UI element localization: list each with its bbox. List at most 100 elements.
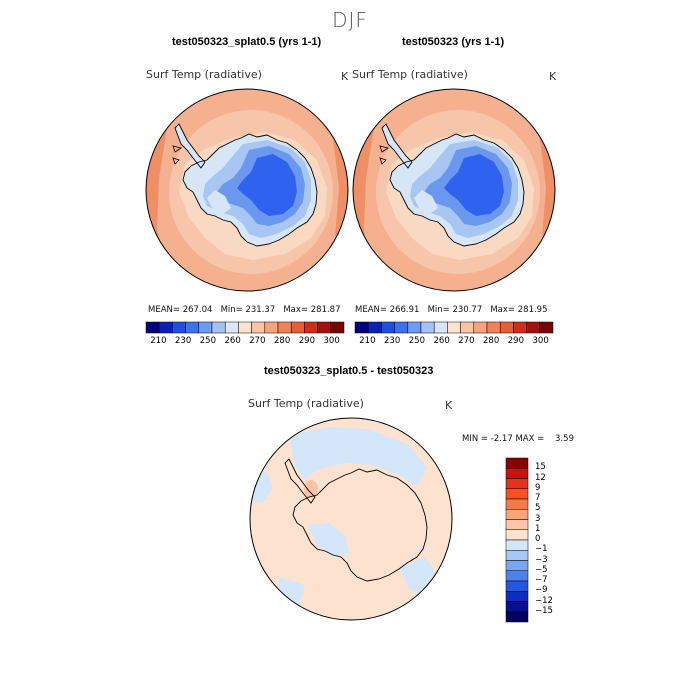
peninsula-coastline bbox=[284, 458, 316, 504]
colorbar-tick-label: 270 bbox=[249, 336, 266, 346]
colorbar-swatch bbox=[505, 509, 529, 520]
panel-2-colorbar-labels: 210 230 250 260 270 280 290 300 bbox=[355, 336, 553, 348]
panel-2-title: test050323 (yrs 1-1) bbox=[402, 36, 505, 48]
panel-1-max-value: 281.87 bbox=[310, 305, 341, 315]
panel-1-max-label: Max= bbox=[283, 305, 309, 315]
colorbar-tick-label: 210 bbox=[359, 336, 376, 346]
diff-negative-ring-north bbox=[289, 427, 427, 487]
colorbar-swatch bbox=[505, 488, 529, 500]
east-antarctic-plateau bbox=[237, 154, 297, 216]
colorbar-swatch bbox=[505, 601, 529, 612]
antarctica-coastline bbox=[182, 133, 318, 247]
colorbar-swatch bbox=[394, 321, 409, 334]
panel-2-variable-label: Surf Temp (radiative) bbox=[352, 68, 468, 81]
antarctica-coastline bbox=[292, 468, 428, 582]
colorbar-tick-label: 9 bbox=[535, 482, 541, 493]
colorbar-swatch bbox=[505, 478, 529, 489]
difference-variable-label: Surf Temp (radiative) bbox=[248, 397, 364, 410]
panel-1-colorbar bbox=[145, 321, 345, 334]
colorbar-swatch bbox=[185, 321, 200, 334]
colorbar-swatch bbox=[354, 321, 369, 334]
colorbar-swatch bbox=[381, 321, 395, 334]
colorbar-tick-label: 280 bbox=[483, 336, 500, 346]
difference-map bbox=[249, 417, 453, 621]
panel-2-max-label: Max= bbox=[490, 305, 516, 315]
peninsula-coastline bbox=[174, 123, 206, 169]
panel-2-max-value: 281.95 bbox=[517, 305, 548, 315]
panel-1-min-label: Min= bbox=[220, 305, 243, 315]
difference-colorbar-labels: 15 12 9 7 5 3 1 0 −1 −3 −5 −7 −9 −12 −15 bbox=[535, 458, 565, 628]
colorbar-swatch bbox=[505, 550, 529, 561]
colorbar-swatch bbox=[526, 321, 541, 334]
colorbar-swatch bbox=[304, 321, 318, 334]
colorbar-swatch bbox=[198, 321, 213, 334]
colorbar-tick-label: 7 bbox=[535, 493, 541, 503]
panel-2-mean-value: 266.91 bbox=[389, 305, 420, 315]
peninsula-coastline bbox=[381, 123, 413, 169]
colorbar-swatch bbox=[330, 321, 345, 334]
colorbar-tick-label: 210 bbox=[150, 336, 167, 346]
colorbar-tick-label: 0 bbox=[535, 534, 541, 544]
colorbar-swatch bbox=[505, 498, 529, 510]
colorbar-swatch bbox=[447, 321, 461, 334]
colorbar-tick-label: 250 bbox=[408, 336, 425, 346]
panel-2-stats: MEAN= 266.91 Min= 230.77 Max= 281.95 bbox=[355, 305, 548, 315]
colorbar-tick-label: 290 bbox=[507, 336, 524, 346]
difference-colorbar bbox=[505, 457, 529, 623]
colorbar-tick-label: 230 bbox=[175, 336, 192, 346]
panel-2-mean-label: MEAN= bbox=[355, 305, 387, 315]
colorbar-swatch bbox=[505, 580, 529, 592]
colorbar-swatch bbox=[251, 321, 266, 334]
colorbar-swatch bbox=[317, 321, 332, 334]
colorbar-swatch bbox=[211, 321, 226, 334]
difference-stats: MIN = -2.17 MAX = 3.59 bbox=[462, 434, 574, 444]
panel-1-map bbox=[145, 88, 349, 292]
difference-max-label: MAX = bbox=[515, 434, 545, 444]
colorbar-tick-label: −3 bbox=[535, 554, 548, 565]
panel-2-min-label: Min= bbox=[427, 305, 450, 315]
islands-coastline bbox=[172, 145, 182, 165]
difference-title: test050323_splat0.5 - test050323 bbox=[264, 365, 434, 377]
colorbar-swatch bbox=[505, 539, 529, 551]
colorbar-tick-label: −9 bbox=[535, 585, 548, 596]
colorbar-tick-label: 300 bbox=[323, 336, 340, 346]
colorbar-tick-label: 5 bbox=[535, 503, 541, 514]
colorbar-swatch bbox=[505, 560, 529, 571]
difference-max-value: 3.59 bbox=[555, 434, 574, 444]
colorbar-tick-label: 290 bbox=[298, 336, 315, 346]
colorbar-tick-label: 230 bbox=[384, 336, 401, 346]
colorbar-swatch bbox=[486, 321, 501, 334]
colorbar-tick-label: 260 bbox=[224, 336, 241, 346]
colorbar-swatch bbox=[433, 321, 448, 334]
panel-2-min-value: 230.77 bbox=[452, 305, 483, 315]
colorbar-swatch bbox=[290, 321, 305, 334]
ross-ice-shelf bbox=[207, 190, 231, 214]
antarctic-peninsula bbox=[382, 124, 412, 168]
colorbar-swatch bbox=[158, 321, 173, 334]
colorbar-swatch bbox=[505, 519, 529, 530]
colorbar-tick-label: 270 bbox=[458, 336, 475, 346]
colorbar-swatch bbox=[505, 611, 529, 623]
colorbar-tick-label: 300 bbox=[532, 336, 549, 346]
difference-min-label: MIN = bbox=[462, 434, 489, 444]
colorbar-swatch bbox=[499, 321, 514, 334]
colorbar-tick-label: −7 bbox=[535, 575, 548, 585]
panel-1-colorbar-labels: 210 230 250 260 270 280 290 300 bbox=[146, 336, 344, 348]
colorbar-swatch bbox=[505, 529, 529, 541]
colorbar-swatch bbox=[277, 321, 292, 334]
colorbar-swatch bbox=[505, 591, 529, 602]
colorbar-swatch bbox=[264, 321, 279, 334]
colorbar-tick-label: 280 bbox=[274, 336, 291, 346]
colorbar-tick-label: 15 bbox=[535, 462, 546, 473]
panel-1-min-value: 231.37 bbox=[245, 305, 276, 315]
colorbar-swatch bbox=[460, 321, 475, 334]
panel-1-stats: MEAN= 267.04 Min= 231.37 Max= 281.87 bbox=[148, 305, 341, 315]
diff-negative-ross bbox=[307, 523, 349, 557]
colorbar-swatch bbox=[505, 570, 529, 582]
colorbar-tick-label: 250 bbox=[199, 336, 216, 346]
ross-ice-shelf bbox=[414, 190, 438, 214]
colorbar-tick-label: 260 bbox=[433, 336, 450, 346]
season-title: DJF bbox=[332, 8, 368, 32]
panel-1-variable-label: Surf Temp (radiative) bbox=[146, 68, 262, 81]
colorbar-tick-label: −15 bbox=[535, 605, 553, 616]
